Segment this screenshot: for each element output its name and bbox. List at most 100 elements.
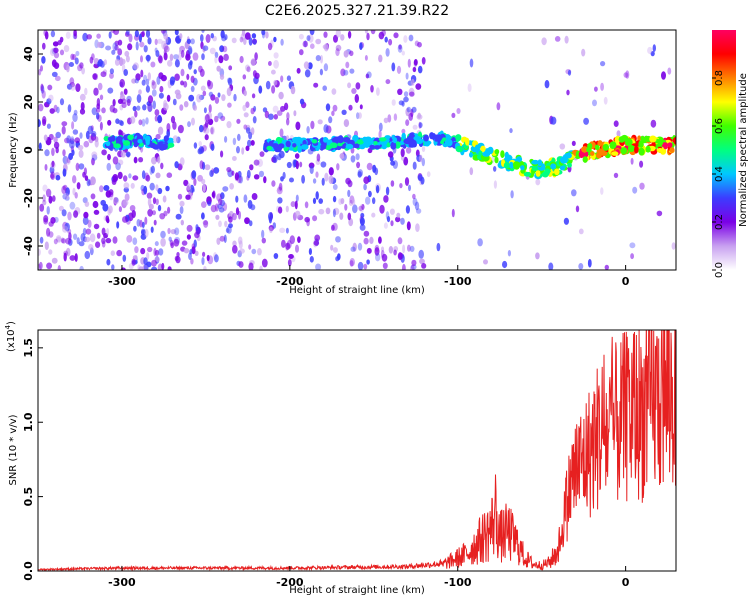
heatmap-cell: [51, 257, 58, 264]
heatmap-cell: [101, 240, 106, 248]
heatmap-cell: [634, 145, 639, 154]
heatmap-cell: [65, 31, 71, 39]
heatmap-cell: [167, 266, 172, 270]
heatmap-cell: [268, 212, 273, 221]
heatmap-cell: [155, 198, 159, 205]
heatmap-cell: [119, 78, 125, 88]
heatmap-cell: [208, 91, 214, 97]
heatmap-cell: [564, 152, 572, 159]
heatmap-cell: [147, 72, 151, 81]
heatmap-cell: [224, 34, 228, 41]
heatmap-cell: [124, 193, 130, 201]
heatmap-cell: [145, 30, 151, 38]
heatmap-cell: [74, 192, 78, 199]
heatmap-cell: [179, 206, 184, 215]
spectrogram-xtick-label: -300: [108, 275, 136, 288]
heatmap-cell: [132, 105, 137, 112]
heatmap-cell: [315, 55, 321, 62]
heatmap-cell: [132, 175, 139, 181]
heatmap-cell: [370, 85, 374, 93]
heatmap-cell: [412, 124, 418, 130]
heatmap-cell: [286, 161, 292, 169]
heatmap-cell: [151, 259, 157, 267]
heatmap-cell: [199, 160, 204, 170]
heatmap-cell: [214, 115, 219, 123]
heatmap-cell: [134, 246, 139, 254]
heatmap-cell: [141, 79, 146, 86]
heatmap-cell: [112, 99, 116, 107]
heatmap-cell: [117, 48, 123, 56]
heatmap-cell: [228, 65, 233, 71]
heatmap-cell: [210, 143, 215, 151]
heatmap-cell: [281, 239, 286, 248]
heatmap-cell: [201, 53, 205, 61]
heatmap-cell: [200, 34, 204, 43]
heatmap-cell: [357, 261, 364, 270]
heatmap-cell: [294, 200, 298, 210]
heatmap-cell: [48, 94, 54, 102]
heatmap-cell: [202, 45, 209, 51]
heatmap-cell: [179, 200, 185, 207]
snr-ylabel: SNR (10 * v/v): [8, 414, 19, 485]
heatmap-cell: [137, 139, 143, 144]
heatmap-cell: [341, 109, 347, 116]
heatmap-cell: [190, 258, 194, 265]
heatmap-cell: [246, 66, 251, 73]
heatmap-cell: [116, 221, 120, 229]
heatmap-cell: [365, 196, 371, 205]
heatmap-cell: [650, 119, 657, 128]
snr-xtick-label: 0: [622, 576, 630, 589]
heatmap-cell: [408, 34, 414, 42]
heatmap-cell: [209, 47, 216, 55]
heatmap-cell: [245, 145, 250, 152]
heatmap-cell: [375, 253, 381, 262]
heatmap-cell: [193, 142, 198, 149]
heatmap-cell: [114, 143, 121, 148]
heatmap-cell: [72, 175, 77, 184]
heatmap-cell: [134, 78, 139, 84]
heatmap-cell: [412, 140, 417, 147]
heatmap-cell: [152, 210, 156, 216]
heatmap-cell: [402, 263, 406, 270]
heatmap-cell: [83, 140, 90, 148]
heatmap-cell: [138, 119, 143, 126]
heatmap-cell: [371, 212, 376, 218]
heatmap-cell: [321, 177, 325, 186]
heatmap-cell: [604, 264, 609, 270]
heatmap-cell: [145, 138, 150, 146]
heatmap-cell: [267, 42, 273, 51]
heatmap-cell: [147, 197, 152, 207]
heatmap-cell: [302, 40, 308, 48]
heatmap-cell: [383, 117, 389, 124]
heatmap-cell: [49, 108, 55, 114]
heatmap-cell: [385, 48, 390, 57]
heatmap-cell: [61, 209, 67, 217]
heatmap-cell: [272, 154, 278, 164]
heatmap-cell: [175, 213, 182, 220]
heatmap-cell: [126, 98, 131, 107]
heatmap-cell: [324, 172, 329, 182]
heatmap-cell: [250, 107, 255, 115]
heatmap-cell: [207, 200, 212, 207]
heatmap-cell: [252, 39, 257, 45]
heatmap-cell: [174, 30, 179, 36]
heatmap-cell: [152, 100, 156, 110]
snr-xtick-label: -300: [108, 576, 136, 589]
heatmap-cell: [83, 211, 89, 219]
heatmap-cell: [243, 90, 247, 97]
heatmap-cell: [494, 156, 499, 164]
heatmap-cell: [344, 203, 348, 211]
heatmap-cell: [136, 94, 142, 103]
heatmap-cell: [216, 237, 221, 245]
heatmap-cell: [203, 127, 210, 134]
heatmap-cell: [151, 81, 157, 90]
heatmap-cell: [279, 128, 284, 138]
heatmap-cell: [340, 198, 345, 205]
heatmap-cell: [356, 139, 364, 145]
snr-xlabel: Height of straight line (km): [289, 585, 425, 596]
heatmap-cell: [138, 266, 144, 270]
heatmap-cell: [208, 104, 212, 113]
heatmap-cell: [42, 199, 47, 206]
heatmap-cell: [163, 135, 169, 143]
heatmap-cell: [55, 235, 62, 242]
